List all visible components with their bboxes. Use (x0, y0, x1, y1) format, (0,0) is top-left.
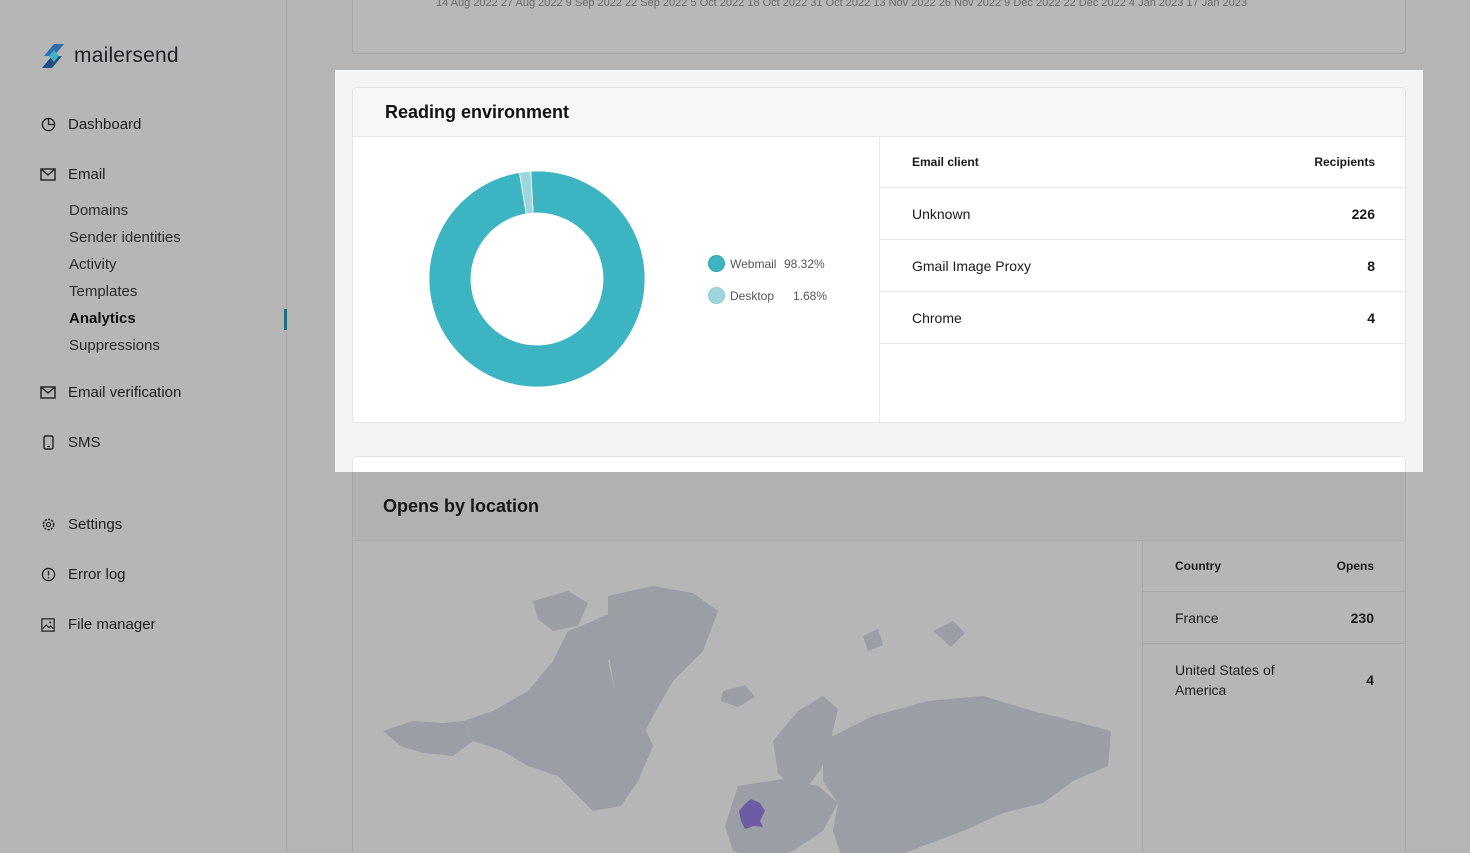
column-header-recipients[interactable]: Recipients (1314, 155, 1375, 169)
card-title: Opens by location (383, 495, 540, 516)
gear-icon (40, 517, 56, 533)
sidebar-item-label: Email (68, 166, 106, 183)
country-name: United States of America (1175, 662, 1275, 698)
country-name: France (1175, 609, 1219, 626)
donut-slice-webmail[interactable] (428, 170, 646, 388)
table-row: Unknown 226 (880, 188, 1405, 240)
legend-swatch (708, 287, 725, 304)
world-map[interactable] (353, 541, 1143, 853)
alert-circle-icon (40, 567, 56, 583)
sidebar-item-label: Dashboard (68, 116, 142, 133)
previous-chart-card: 14 Aug 2022 27 Aug 2022 9 Sep 2022 22 Se… (352, 0, 1406, 54)
legend-item-webmail[interactable]: Webmail 98.32% (708, 255, 825, 272)
card-header: Reading environment (353, 88, 1405, 137)
sidebar-subitem-suppressions[interactable]: Suppressions (69, 337, 160, 354)
sidebar-item-label: Settings (68, 516, 123, 533)
client-name: Unknown (912, 205, 971, 222)
sidebar-item-label: Email verification (68, 384, 182, 401)
world-map-svg (383, 586, 1111, 853)
legend-swatch (708, 255, 725, 272)
table-row: Gmail Image Proxy 8 (880, 240, 1405, 292)
open-count: 4 (1366, 672, 1374, 688)
recipient-count: 226 (1351, 205, 1375, 222)
sidebar-subitem-templates[interactable]: Templates (69, 283, 138, 300)
legend-item-desktop[interactable]: Desktop 1.68% (708, 287, 827, 304)
client-name: Chrome (912, 309, 962, 326)
email-client-table: Email client Recipients Unknown 226 Gmai… (880, 137, 1405, 344)
country-table: Country Opens France 230 United States o… (1143, 541, 1406, 716)
pie-chart-icon (40, 117, 56, 133)
table-row: United States of America 4 (1143, 644, 1406, 716)
sidebar-subitem-activity[interactable]: Activity (69, 256, 117, 273)
donut-slice-desktop[interactable] (518, 170, 534, 215)
sidebar-item-label: SMS (68, 434, 101, 451)
sidebar-item-email-verification[interactable]: Email verification (40, 384, 181, 401)
table-row: Chrome 4 (880, 292, 1405, 344)
column-header-email-client[interactable]: Email client (912, 155, 979, 169)
sidebar-subitem-domains[interactable]: Domains (69, 202, 129, 219)
sidebar-item-settings[interactable]: Settings (40, 516, 122, 533)
donut-chart (428, 170, 646, 388)
image-icon (40, 617, 56, 633)
sidebar-item-dashboard[interactable]: Dashboard (40, 116, 141, 133)
mailersend-logo-icon (40, 42, 66, 70)
column-header-country[interactable]: Country (1175, 559, 1221, 573)
open-count: 230 (1350, 609, 1374, 626)
sidebar: mailersend Dashboard Email Domains Sende… (0, 0, 287, 853)
legend-label: Webmail (730, 256, 777, 271)
column-header-opens[interactable]: Opens (1336, 559, 1374, 573)
france-region (739, 799, 765, 829)
opens-by-location-card: Opens by location (352, 472, 1406, 853)
client-name: Gmail Image Proxy (912, 257, 1032, 274)
sidebar-item-error-log[interactable]: Error log (40, 566, 126, 583)
recipient-count: 4 (1367, 309, 1375, 326)
table-row: France 230 (1143, 592, 1406, 644)
card-title: Reading environment (385, 101, 570, 122)
active-indicator (284, 309, 287, 330)
legend-value: 1.68% (793, 288, 828, 303)
card-header: Opens by location (353, 472, 1405, 541)
phone-icon (40, 435, 56, 451)
sidebar-item-label: File manager (68, 616, 156, 633)
sidebar-subitem-sender-identities[interactable]: Sender identities (69, 229, 181, 246)
legend-value: 98.32% (784, 256, 825, 271)
envelope-icon (40, 167, 56, 183)
sidebar-item-email[interactable]: Email (40, 166, 106, 183)
highlight-region: Reading environment Webmail 98.32% Deskt… (335, 70, 1423, 476)
donut-chart-pane: Webmail 98.32% Desktop 1.68% (353, 137, 880, 422)
sidebar-item-label: Error log (68, 566, 126, 583)
sidebar-item-sms[interactable]: SMS (40, 434, 101, 451)
sidebar-item-file-manager[interactable]: File manager (40, 616, 156, 633)
logo[interactable]: mailersend (40, 42, 179, 70)
recipient-count: 8 (1367, 257, 1375, 274)
sidebar-subitem-analytics[interactable]: Analytics (69, 310, 136, 327)
reading-environment-card: Reading environment Webmail 98.32% Deskt… (352, 87, 1406, 423)
table-header-row: Country Opens (1143, 541, 1406, 592)
legend-label: Desktop (730, 288, 775, 303)
brand-name: mailersend (74, 44, 179, 67)
table-header-row: Email client Recipients (880, 137, 1405, 188)
envelope-check-icon (40, 385, 56, 401)
x-axis-ticks: 14 Aug 2022 27 Aug 2022 9 Sep 2022 22 Se… (436, 0, 1247, 9)
